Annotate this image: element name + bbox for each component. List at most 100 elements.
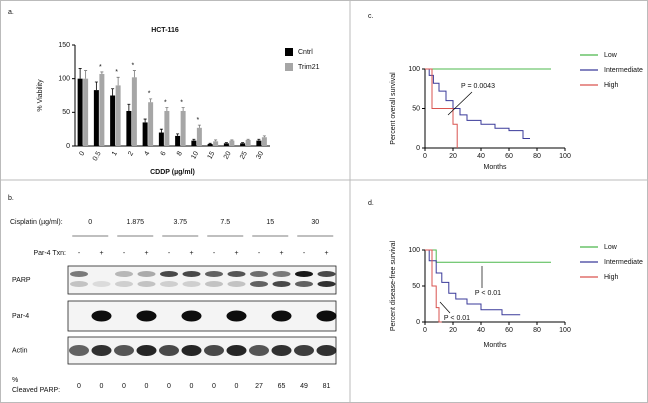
band [114,345,134,356]
txn-sign: + [279,250,283,257]
cleaved-value: 65 [278,383,286,390]
cleaved-value: 0 [190,383,194,390]
x-tick-label: 20 [223,150,233,160]
y-axis-label: Percent overall survival [390,72,397,145]
survival-curve [425,68,458,148]
error-bar [176,133,180,136]
significance-mark: * [132,62,135,69]
x-tick-label: 6 [160,150,168,157]
x-tick-label: 100 [559,153,571,160]
bar [207,143,213,146]
error-bar [257,138,261,141]
row-label: Par-4 [12,313,29,320]
y-tick-label: 0 [416,319,420,326]
annotation: P = 0.0043 [461,83,495,90]
concentration: 1.875 [126,219,144,226]
band [182,271,201,277]
bar [126,110,132,146]
bar [196,127,202,146]
bar [229,140,235,146]
concentration: 30 [311,219,319,226]
error-bar [84,70,88,79]
x-tick-label: 0.5 [92,150,103,162]
band [137,271,156,277]
band [70,271,88,277]
bar [148,102,154,146]
bar [77,78,83,146]
band [317,271,336,277]
y-axis-label: % Viability [37,79,44,112]
bar [256,140,262,146]
x-tick-label: 20 [449,153,457,160]
band [316,310,337,322]
y-tick-label: 150 [58,42,70,49]
cleaved-value: 0 [145,383,149,390]
bar [99,73,105,146]
bar [261,137,267,146]
band [316,345,337,356]
error-bar [94,81,98,91]
annotation-pointer [439,301,451,314]
cisplatin-label: Cisplatin (µg/ml): [10,219,63,226]
y-axis-label: Percent disease-free survival [390,240,397,331]
legend-label: Cntrl [298,49,313,56]
band [181,310,202,322]
band [136,310,157,322]
x-tick-label: 80 [533,327,541,334]
band [91,310,112,322]
x-tick-label: 60 [505,153,513,160]
bar [191,140,197,146]
error-bar [197,124,201,128]
legend-swatch [285,48,293,56]
band [249,345,269,356]
txn-sign: - [168,250,171,257]
error-bar [230,139,234,141]
band [271,345,292,356]
blot-box [67,265,337,295]
band [92,281,111,287]
txn-sign: + [99,250,103,257]
x-tick-label: 4 [143,150,151,157]
cleaved-value: 0 [212,383,216,390]
band [272,281,291,287]
legend-swatch [285,63,293,71]
txn-sign: - [213,250,216,257]
row-label: PARP [12,277,31,284]
band [205,281,223,287]
concentration: 3.75 [173,219,187,226]
significance-mark: * [197,117,200,124]
band [295,271,313,277]
y-tick-label: 0 [66,143,70,150]
significance-mark: * [99,64,102,71]
x-axis-label: CDDP (µg/ml) [150,169,195,176]
bar [158,132,164,146]
y-tick-label: 50 [62,109,70,116]
x-tick-label: 0 [423,153,427,160]
bar [245,139,251,146]
panel-label: c. [368,13,374,20]
error-bar [224,142,228,144]
legend-label: Low [604,244,618,251]
survival-curve [425,68,530,140]
significance-mark: * [164,99,167,106]
band [91,345,112,356]
legend-label: High [604,82,619,89]
error-bar [143,118,147,123]
y-tick-label: 0 [416,145,420,152]
band [227,281,246,287]
bar [142,122,148,146]
error-bar [208,142,212,144]
annotation: P < 0.01 [475,290,501,297]
significance-mark: * [180,99,183,106]
cleaved-label: % [12,377,18,384]
band [271,310,292,322]
error-bar [111,88,115,96]
x-tick-label: 80 [533,153,541,160]
error-bar [116,76,120,86]
error-bar [181,107,185,111]
y-tick-label: 50 [412,105,420,112]
y-tick-label: 100 [408,247,420,254]
concentration: 15 [266,219,274,226]
legend-label: High [604,274,619,281]
